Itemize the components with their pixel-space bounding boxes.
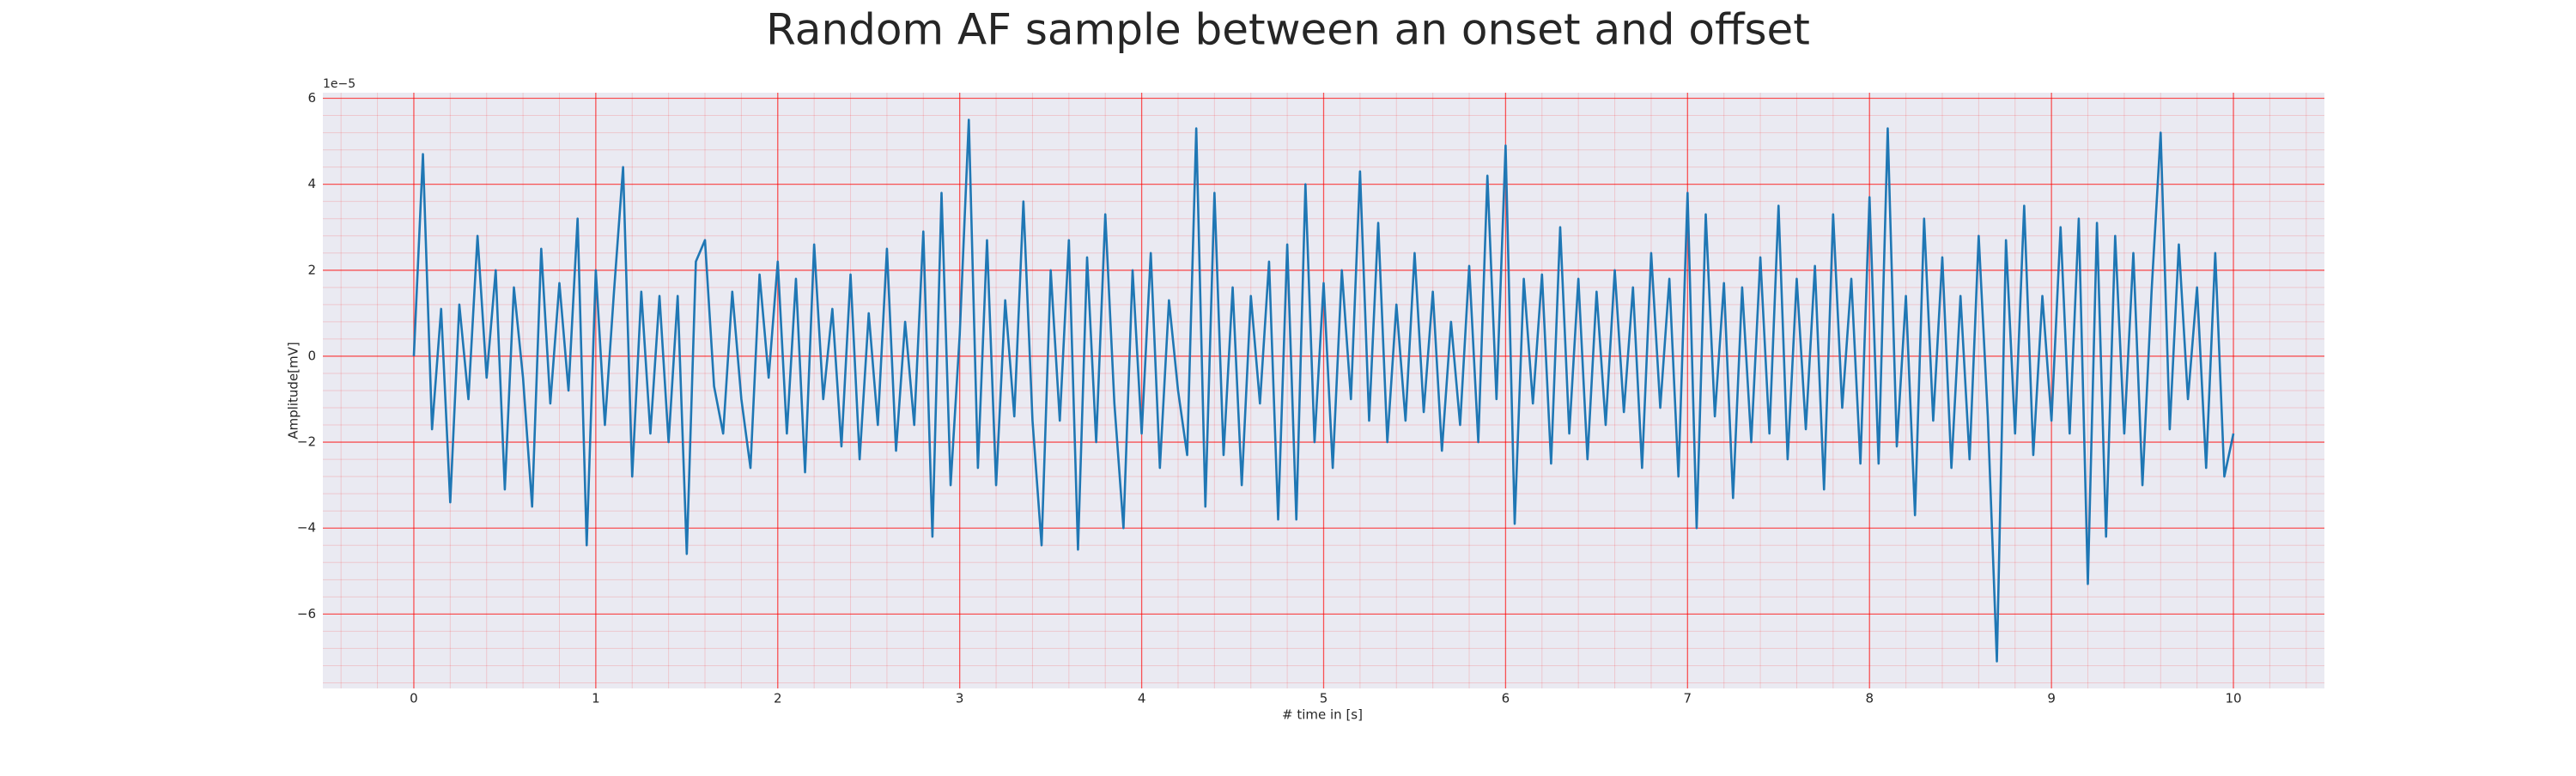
- y-tick-label: −6: [297, 606, 316, 621]
- y-axis-label: Amplitude[mV]: [286, 342, 301, 439]
- y-tick-label: 0: [307, 348, 316, 363]
- x-tick-label: 3: [956, 691, 964, 706]
- x-tick-label: 9: [2047, 691, 2056, 706]
- x-axis-label: # time in [s]: [1282, 707, 1363, 723]
- x-tick-label: 0: [410, 691, 418, 706]
- x-tick-label: 4: [1138, 691, 1146, 706]
- y-offset-label: 1e−5: [323, 77, 355, 91]
- y-tick-label: 6: [307, 90, 316, 106]
- y-tick-label: 2: [307, 262, 316, 277]
- y-tick-label: −4: [297, 520, 316, 536]
- x-tick-label: 1: [592, 691, 600, 706]
- y-tick-label: 4: [307, 176, 316, 191]
- x-tick-label: 10: [2225, 691, 2241, 706]
- chart-title: Random AF sample between an onset and of…: [766, 5, 1810, 55]
- x-tick-label: 7: [1684, 691, 1692, 706]
- x-tick-label: 6: [1502, 691, 1510, 706]
- x-tick-label: 8: [1865, 691, 1874, 706]
- signal-line: [412, 118, 2235, 663]
- x-tick-label: 2: [774, 691, 782, 706]
- y-tick-label: −2: [297, 434, 316, 450]
- x-tick-label: 5: [1320, 691, 1328, 706]
